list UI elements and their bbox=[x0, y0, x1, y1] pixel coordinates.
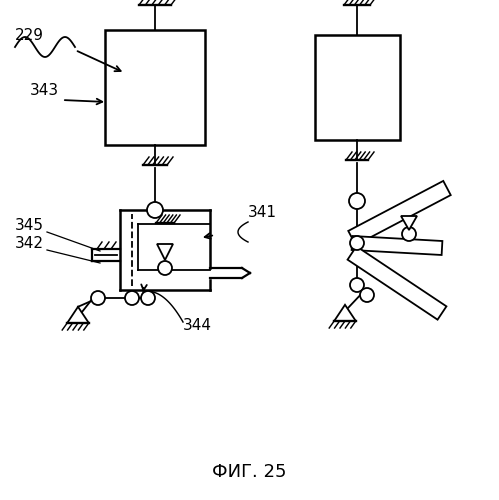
Polygon shape bbox=[348, 181, 451, 245]
Circle shape bbox=[158, 261, 172, 275]
Circle shape bbox=[91, 291, 105, 305]
Polygon shape bbox=[352, 236, 443, 255]
Bar bbox=[105, 30, 205, 145]
Polygon shape bbox=[348, 246, 447, 320]
Text: 341: 341 bbox=[248, 205, 277, 220]
Text: ФИГ. 25: ФИГ. 25 bbox=[212, 463, 286, 481]
Circle shape bbox=[349, 193, 365, 209]
Circle shape bbox=[350, 278, 364, 292]
Polygon shape bbox=[401, 216, 417, 230]
Text: 345: 345 bbox=[15, 218, 44, 233]
Circle shape bbox=[125, 291, 139, 305]
Text: 229: 229 bbox=[15, 28, 44, 43]
Circle shape bbox=[147, 202, 163, 218]
Text: 342: 342 bbox=[15, 236, 44, 251]
Polygon shape bbox=[67, 307, 89, 323]
Circle shape bbox=[360, 288, 374, 302]
Polygon shape bbox=[334, 305, 356, 321]
Circle shape bbox=[402, 227, 416, 241]
Circle shape bbox=[141, 291, 155, 305]
Bar bbox=[315, 35, 400, 140]
Text: 343: 343 bbox=[30, 83, 59, 98]
Text: 344: 344 bbox=[183, 318, 212, 333]
Polygon shape bbox=[157, 244, 173, 260]
Circle shape bbox=[350, 236, 364, 250]
